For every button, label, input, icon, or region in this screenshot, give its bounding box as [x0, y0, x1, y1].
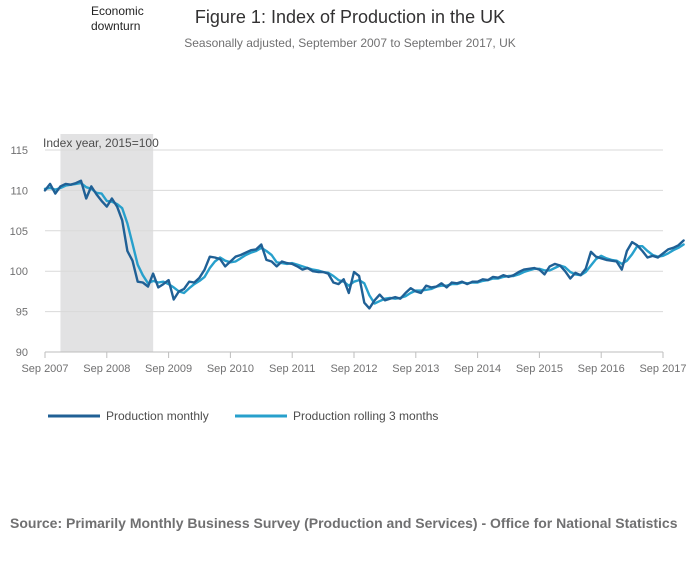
legend-label: Production monthly: [106, 409, 209, 423]
y-tick-label: 95: [16, 307, 28, 319]
x-tick-label: Sep 2017: [639, 363, 686, 375]
x-tick-label: Sep 2015: [516, 363, 563, 375]
x-tick-label: Sep 2011: [269, 363, 315, 375]
x-tick-label: Sep 2012: [330, 363, 377, 375]
x-tick-label: Sep 2016: [578, 363, 625, 375]
series-line-production-monthly: [43, 179, 685, 310]
chart-subtitle: Seasonally adjusted, September 2007 to S…: [184, 36, 516, 50]
x-tick-label: Sep 2007: [21, 363, 68, 375]
downturn-label: Economic downturn: [91, 4, 144, 33]
x-tick-label: Sep 2008: [83, 363, 130, 375]
y-tick-label: 90: [16, 347, 28, 359]
y-tick-label: 100: [10, 266, 28, 278]
y-tick-label: 110: [10, 185, 28, 197]
x-tick-label: Sep 2013: [392, 363, 439, 375]
legend-label: Production rolling 3 months: [293, 409, 438, 423]
y-tick-label: 115: [10, 145, 28, 157]
x-tick-label: Sep 2010: [207, 363, 254, 375]
source-note: Source: Primarily Monthly Business Surve…: [10, 515, 678, 531]
x-tick-label: Sep 2014: [454, 363, 501, 375]
y-axis-label: Index year, 2015=100: [43, 136, 159, 150]
y-tick-label: 105: [10, 226, 28, 238]
downturn-shade: [60, 134, 154, 352]
chart-title: Figure 1: Index of Production in the UK: [194, 7, 506, 27]
x-tick-label: Sep 2009: [145, 363, 192, 375]
